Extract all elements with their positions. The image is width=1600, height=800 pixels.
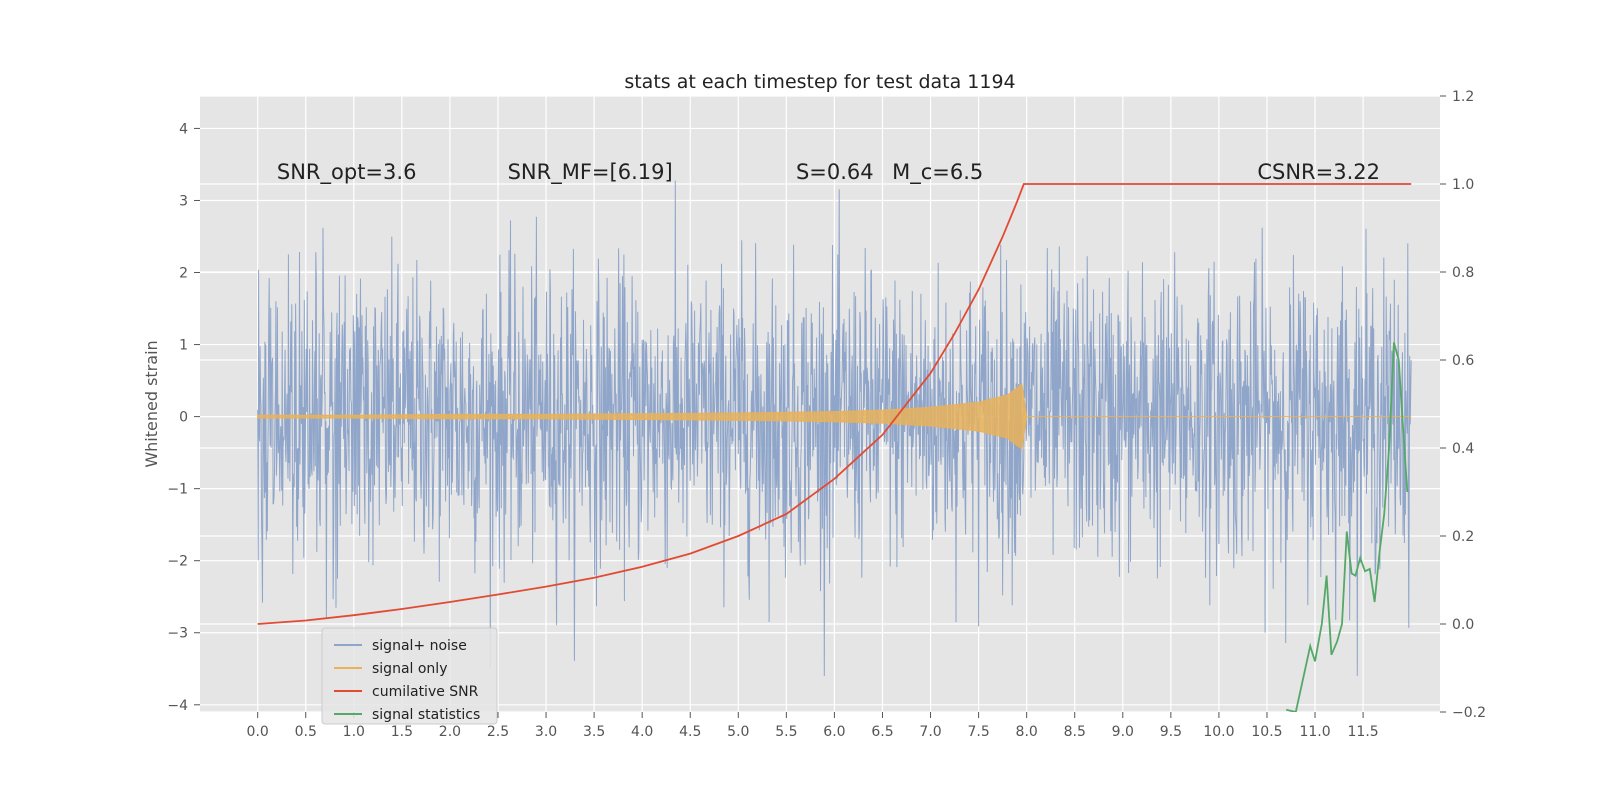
y2-tick-label: 0.2 [1452,529,1474,545]
x-tick-label: 3.5 [583,724,605,740]
x-tick-label: 4.0 [631,724,653,740]
y-tick-label: 1 [179,338,188,354]
x-tick-label: 5.5 [775,724,797,740]
x-axis-ticks: 0.0 0.5 1.0 1.5 2.0 2.5 3.0 3.5 4.0 4.5 5.0 5.5 6.0 6… [247,712,1379,740]
y2-tick-label: −0.2 [1452,705,1486,721]
legend-label: cumilative SNR [372,684,479,700]
legend-label: signal only [372,661,447,677]
x-tick-label: 3.0 [535,724,557,740]
series-layer [257,180,1412,712]
chart-title: stats at each timestep for test data 119… [624,71,1015,93]
x-tick-label: 11.0 [1299,724,1330,740]
x-tick-label: 1.5 [391,724,413,740]
series-signal-noise [257,180,1412,677]
x-tick-label: 7.0 [919,724,941,740]
x-tick-label: 6.5 [871,724,893,740]
y-tick-label: −1 [167,482,188,498]
x-tick-label: 11.5 [1348,724,1379,740]
series-signal-statistics [1285,342,1409,712]
y-tick-label: 3 [179,193,188,209]
y-tick-label: 0 [179,410,188,426]
x-tick-label: 10.5 [1251,724,1282,740]
series-signal-only [257,383,1412,450]
x-tick-label: 1.0 [343,724,365,740]
x-tick-label: 4.5 [679,724,701,740]
legend-label: signal+ noise [372,638,467,654]
y-tick-label: −4 [167,698,188,714]
y-tick-label: −3 [167,626,188,642]
x-tick-label: 5.0 [727,724,749,740]
annotation-label: M_c=6.5 [892,160,983,185]
y2-tick-label: 1.2 [1452,89,1474,105]
y2-tick-label: 0.4 [1452,441,1474,457]
y-axis-ticks: 4 3 2 1 0 −1 −2 −3 −4 [167,121,200,714]
y2-tick-label: 0.0 [1452,617,1474,633]
x-tick-label: 8.0 [1016,724,1038,740]
annotation-label: SNR_opt=3.6 [277,160,417,185]
annotation-label: SNR_MF=[6.19] [508,160,673,185]
legend-label: signal statistics [372,707,480,723]
y2-axis-ticks: 1.2 1.0 0.8 0.6 0.4 0.2 0.0 −0.2 [1440,89,1486,721]
y2-tick-label: 1.0 [1452,177,1474,193]
legend-box [321,627,498,725]
x-tick-label: 2.0 [439,724,461,740]
y2-tick-label: 0.6 [1452,353,1474,369]
annotations: SNR_opt=3.6 SNR_MF=[6.19] S=0.64 M_c=6.5 CSN… [277,160,1380,185]
x-tick-label: 0.0 [247,724,269,740]
y-tick-label: 2 [179,266,188,282]
y-axis-label: Whitened strain [142,340,161,467]
y-tick-label: 4 [179,121,188,137]
x-tick-label: 7.5 [967,724,989,740]
x-tick-label: 6.0 [823,724,845,740]
x-tick-label: 2.5 [487,724,509,740]
x-tick-label: 9.0 [1112,724,1134,740]
y-tick-label: −2 [167,554,188,570]
x-tick-label: 8.5 [1064,724,1086,740]
series-cumulative-snr [257,183,1412,625]
legend: signal+ noise signal only cumilative SNR si… [321,627,498,725]
annotation-label: CSNR=3.22 [1257,160,1380,184]
x-tick-label: 10.0 [1203,724,1234,740]
x-tick-label: 0.5 [295,724,317,740]
y2-tick-label: 0.8 [1452,265,1474,281]
annotation-label: S=0.64 [796,160,874,184]
x-tick-label: 9.5 [1160,724,1182,740]
